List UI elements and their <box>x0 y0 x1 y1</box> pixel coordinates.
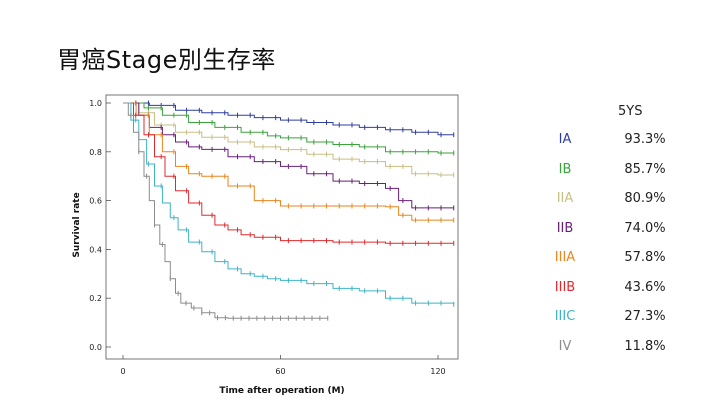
x-tick-label: 0 <box>120 367 125 376</box>
legend-stage-label: IIIA <box>554 250 576 265</box>
legend-row-iia: IIA 80.9% <box>540 191 690 211</box>
y-tick-label: 0.4 <box>89 245 102 254</box>
y-tick-label: 1.0 <box>89 99 102 108</box>
censor-marks <box>130 100 455 321</box>
legend-row-ia: IA 93.3% <box>540 132 690 152</box>
survival-curve-iiib <box>123 102 454 244</box>
legend-stage-label: IIIB <box>554 279 576 295</box>
legend-5ys-value: 93.3% <box>624 132 666 147</box>
legend-row-ib: IB 85.7% <box>540 162 690 182</box>
x-tick-label: 120 <box>430 367 445 376</box>
y-tick-label: 0.6 <box>89 197 102 206</box>
y-axis-label: Survival rate <box>72 192 82 257</box>
legend-5ys-value: 11.8% <box>624 338 666 354</box>
x-tick-label: 60 <box>275 367 285 376</box>
legend-stage-label: IIA <box>556 191 574 206</box>
plot-frame <box>105 94 459 360</box>
legend-row-iiic: IIIC 27.3% <box>540 309 690 329</box>
y-tick-label: 0.8 <box>89 148 102 157</box>
legend-5ys-value: 43.6% <box>624 279 666 295</box>
legend-stage-label: IIB <box>556 220 574 236</box>
chart-axes: 0.0 0.2 0.4 0.6 0.8 1.0 0 60 120 <box>89 94 459 376</box>
survival-curve-ib <box>123 102 454 154</box>
legend-5ys-value: 85.7% <box>624 161 666 177</box>
legend-row-iiia: IIIA 57.8% <box>540 250 690 270</box>
legend-5ys-value: 74.0% <box>624 220 666 236</box>
legend-5ys-value: 80.9% <box>624 191 666 206</box>
legend-row-iib: IIB 74.0% <box>540 221 690 241</box>
survival-curve-iia <box>123 102 454 176</box>
legend-header: 5YS <box>618 104 643 119</box>
legend-5ys-value: 57.8% <box>624 250 666 265</box>
legend-stage-label: IIIC <box>554 309 576 324</box>
x-axis-label: Time after operation (M) <box>219 386 344 396</box>
legend-row-iv: IV 11.8% <box>540 339 690 359</box>
y-tick-label: 0.0 <box>89 343 102 352</box>
survival-curve-iib <box>123 102 454 209</box>
survival-curves <box>123 102 455 319</box>
y-tick-label: 0.2 <box>89 294 102 303</box>
legend-stage-label: IB <box>558 161 572 177</box>
survival-curve-iv <box>123 102 328 319</box>
legend-stage-label: IA <box>558 132 572 147</box>
legend-row-iiib: IIIB 43.6% <box>540 280 690 300</box>
legend-stage-label: IV <box>558 338 572 354</box>
page-title: 胃癌Stage別生存率 <box>57 46 276 74</box>
survival-curve-iiic <box>123 102 455 305</box>
survival-curve-ia <box>123 102 454 136</box>
legend-5ys-value: 27.3% <box>624 309 666 324</box>
